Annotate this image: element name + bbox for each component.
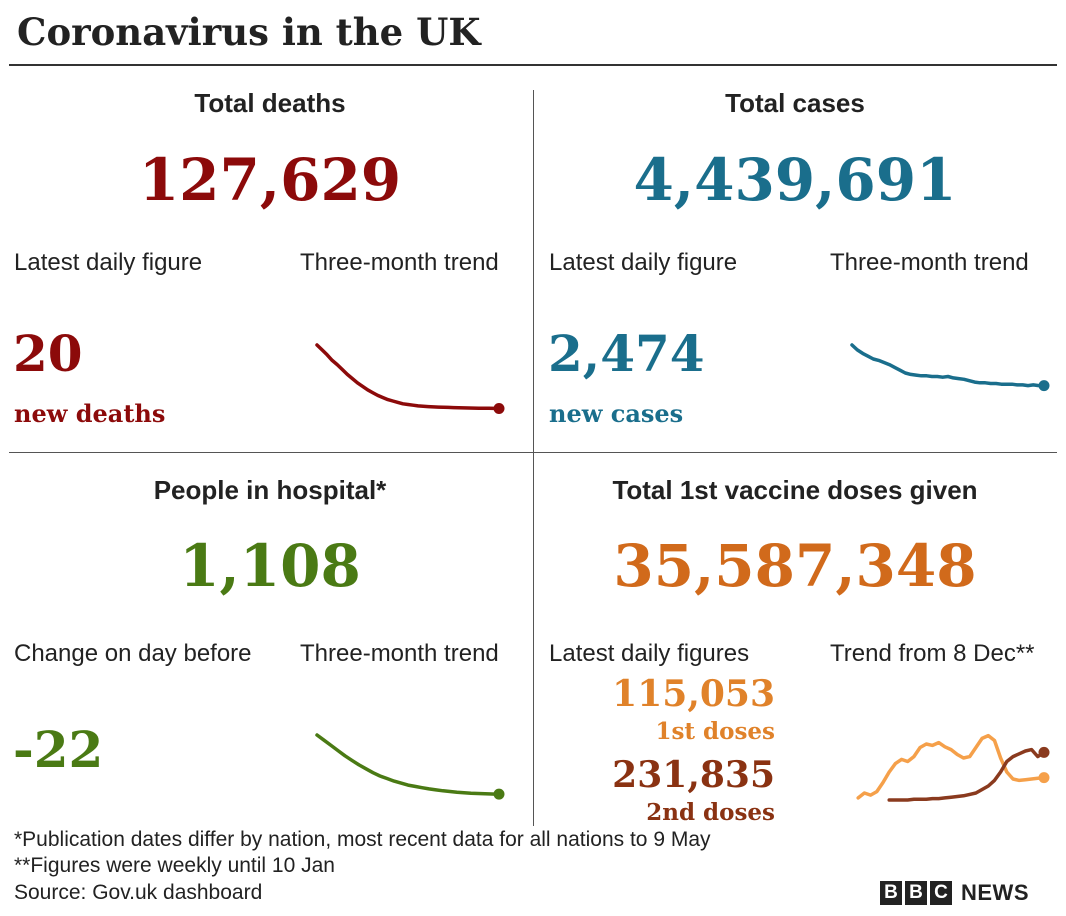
vaccine-total-value: 35,587,348	[613, 532, 977, 600]
trend-end-marker	[1038, 772, 1050, 784]
cases-trend-label: Three-month trend	[830, 249, 1029, 276]
bbc-news-logo: B B C NEWS	[880, 880, 1029, 906]
footnote-publication-dates: *Publication dates differ by nation, mos…	[14, 828, 711, 851]
trend-line	[315, 733, 501, 796]
trend-end-marker	[1038, 380, 1050, 392]
hospital-trend-chart	[315, 733, 505, 800]
trend-end-marker	[1038, 746, 1050, 758]
deaths-trend-chart	[315, 343, 505, 414]
new-deaths-value: 20	[13, 324, 83, 383]
trend-end-marker	[493, 402, 505, 414]
vaccine-trend-chart	[856, 733, 1050, 802]
page-title: Coronavirus in the UK	[17, 10, 481, 54]
hospital-trend-label: Three-month trend	[300, 640, 499, 667]
bbc-logo-letter: B	[880, 881, 902, 905]
first-doses-label: 1st doses	[655, 718, 775, 745]
trend-end-marker	[493, 788, 505, 800]
total-cases-value: 4,439,691	[633, 146, 957, 214]
bbc-logo-letter: B	[905, 881, 927, 905]
cases-trend-chart	[850, 343, 1050, 392]
title-divider	[9, 64, 1057, 66]
deaths-latest-label: Latest daily figure	[14, 249, 203, 276]
bbc-logo-letter: C	[930, 881, 952, 905]
trend-line	[850, 343, 1046, 388]
new-cases-value: 2,474	[548, 324, 705, 383]
new-deaths-label: new deaths	[14, 399, 166, 428]
hospital-total-value: 1,108	[179, 532, 361, 600]
first-doses-value: 115,053	[612, 673, 775, 715]
trend-line-2nd-doses	[887, 747, 1046, 802]
trend-line	[315, 343, 501, 411]
hospital-change-value: -22	[13, 720, 104, 779]
panel-title-deaths: Total deaths	[194, 88, 346, 118]
panel-title-hospital: People in hospital*	[153, 475, 387, 505]
deaths-trend-label: Three-month trend	[300, 249, 499, 276]
source-note: Source: Gov.uk dashboard	[14, 881, 263, 904]
second-doses-value: 231,835	[612, 754, 775, 796]
total-deaths-value: 127,629	[138, 146, 402, 214]
new-cases-label: new cases	[549, 399, 684, 428]
vaccine-trend-label: Trend from 8 Dec**	[830, 640, 1035, 667]
hospital-change-label: Change on day before	[14, 640, 252, 667]
vertical-divider	[533, 90, 534, 826]
trend-line-1st-doses	[856, 733, 1046, 800]
vaccine-latest-label: Latest daily figures	[549, 640, 750, 667]
second-doses-label: 2nd doses	[646, 799, 775, 826]
panel-title-vaccine: Total 1st vaccine doses given	[612, 475, 978, 505]
bbc-logo-news: NEWS	[961, 880, 1029, 905]
panel-title-cases: Total cases	[725, 88, 865, 118]
cases-latest-label: Latest daily figure	[549, 249, 738, 276]
footnote-weekly-figures: **Figures were weekly until 10 Jan	[14, 854, 335, 877]
